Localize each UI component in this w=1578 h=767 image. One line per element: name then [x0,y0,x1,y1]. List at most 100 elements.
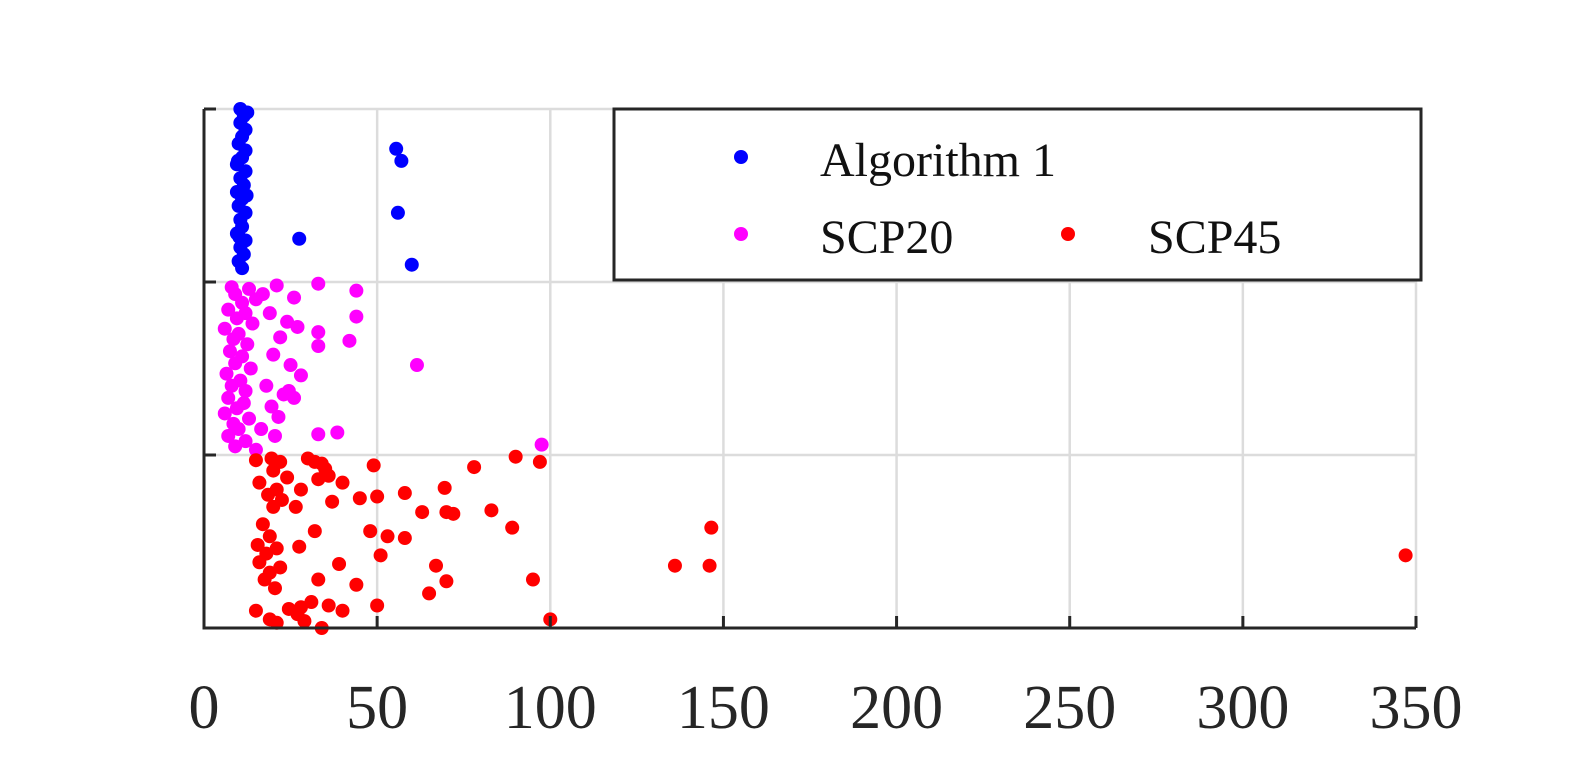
data-point [373,548,388,563]
x-tick-label: 350 [1370,674,1463,742]
data-point [242,281,257,296]
data-point [321,598,336,613]
data-point [532,454,547,469]
data-point [226,332,241,347]
data-point [667,558,682,573]
legend-marker [1061,227,1075,241]
data-point [264,399,279,414]
data-point [366,458,381,473]
legend-marker [734,150,748,164]
data-point [238,383,253,398]
data-point [390,205,405,220]
data-point [221,390,236,405]
data-point [467,460,482,475]
data-point [293,600,308,615]
data-point [484,503,499,518]
data-point [335,603,350,618]
data-point [266,499,281,514]
data-point [422,586,437,601]
data-point [269,541,284,556]
data-point [394,153,409,168]
data-point [238,434,253,449]
data-point [219,366,234,381]
data-point [292,231,307,246]
data-point [292,539,307,554]
data-point [273,330,288,345]
data-point [287,290,302,305]
data-point [243,361,258,376]
data-point [702,558,717,573]
data-point [281,383,296,398]
data-point [229,401,244,416]
data-point [228,439,243,454]
legend-label: SCP45 [1148,211,1281,264]
data-point [311,339,326,354]
data-point [370,598,385,613]
data-point [409,358,424,373]
data-point [446,506,461,521]
data-point [404,257,419,272]
data-point [363,524,378,539]
data-point [505,520,520,535]
data-point [217,406,232,421]
x-tick-label: 150 [677,674,770,742]
legend-box [612,107,1423,282]
data-point [330,425,345,440]
data-point [269,278,284,293]
x-tick-label: 200 [850,674,943,742]
data-point [290,319,305,334]
data-point [293,482,308,497]
legend: Algorithm 1 SCP20 SCP45 [612,107,1423,282]
data-point [255,287,270,302]
data-point [342,333,357,348]
data-point [248,442,263,457]
data-point [231,422,246,437]
data-point [325,494,340,509]
data-point [397,486,412,501]
axes [202,107,1418,630]
data-point [267,428,282,443]
data-point [248,453,263,468]
legend-label: Algorithm 1 [820,134,1056,187]
data-point [429,558,444,573]
data-point [304,595,319,610]
data-point [415,505,430,520]
data-point [259,378,274,393]
data-point [704,520,719,535]
data-point [240,105,255,120]
data-point [397,531,412,546]
data-point [335,475,350,490]
data-point [245,316,260,331]
data-point [232,230,247,245]
data-point [534,437,549,452]
data-point [437,480,452,495]
data-point [439,574,454,589]
data-point [257,572,272,587]
legend-marker [734,227,748,241]
data-point [311,325,326,340]
data-point [508,449,523,464]
data-point [262,306,277,321]
data-point [230,153,245,168]
data-point [250,537,265,552]
data-point [370,489,385,504]
data-point [389,141,404,156]
data-point [242,411,257,426]
data-point [280,470,295,485]
legend-label: SCP20 [820,211,953,264]
data-point [352,491,367,506]
data-points [217,102,1413,635]
data-point [252,555,267,570]
data-point [525,572,540,587]
data-point [283,358,298,373]
data-point [217,321,232,336]
data-point [224,378,239,393]
x-tick-label: 300 [1196,674,1289,742]
data-point [261,487,276,502]
data-point [1398,548,1413,563]
data-point [349,309,364,324]
data-point [254,422,269,437]
data-point [273,560,288,575]
data-point [262,529,277,544]
